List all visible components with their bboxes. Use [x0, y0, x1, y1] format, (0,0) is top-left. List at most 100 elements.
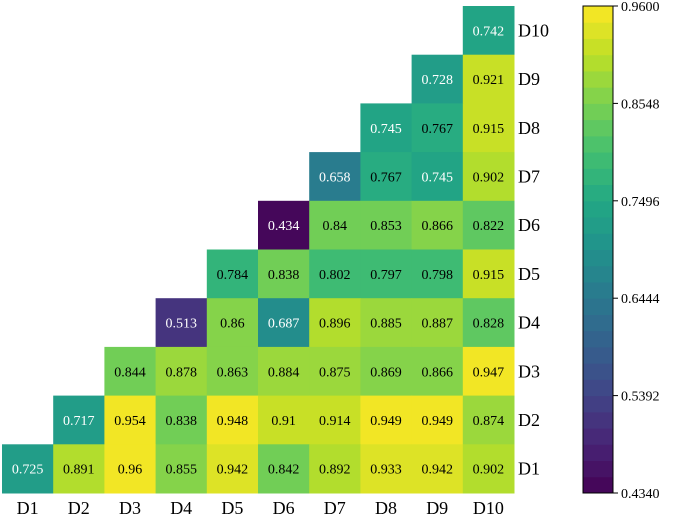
- cell-value-label: 0.658: [319, 170, 351, 185]
- heatmap-cell: [104, 346, 157, 397]
- colorbar-segment: [583, 346, 613, 364]
- heatmap-cell: [411, 54, 464, 104]
- heatmap-cell: [411, 346, 464, 397]
- heatmap-cell: [360, 249, 413, 299]
- heatmap-cell: [309, 249, 361, 299]
- colorbar-segment: [583, 54, 613, 72]
- cell-value-label: 0.954: [114, 414, 146, 429]
- cell-value-label: 0.884: [268, 365, 300, 380]
- heatmap-cell: [462, 6, 515, 56]
- heatmap-cell: [206, 298, 259, 348]
- cell-value-label: 0.902: [473, 463, 505, 478]
- cell-value-label: 0.434: [268, 219, 300, 234]
- cell-value-label: 0.798: [421, 268, 453, 283]
- x-tick-label: D3: [119, 498, 141, 517]
- colorbar-segment: [583, 87, 613, 104]
- cell-value-label: 0.838: [165, 414, 197, 429]
- colorbar-segment: [583, 395, 613, 413]
- heatmap-cell: [258, 249, 310, 299]
- heatmap-cell: [155, 298, 208, 348]
- cell-value-label: 0.885: [370, 317, 402, 332]
- colorbar-segment: [583, 233, 613, 250]
- y-tick-label: D9: [518, 69, 540, 89]
- colorbar-tick-label: 0.6444: [621, 292, 660, 307]
- cell-value-label: 0.863: [217, 365, 249, 380]
- colorbar-segment: [583, 444, 613, 462]
- cell-value-label: 0.947: [473, 365, 505, 380]
- heatmap-cell: [411, 395, 464, 445]
- heatmap-cells: 0.742 0.728 0.921 0.745 0.767 0.915 0.658 0.767…: [2, 6, 515, 494]
- heatmap-cell: [309, 395, 361, 445]
- colorbar-segment: [583, 22, 613, 39]
- colorbar-segment: [583, 379, 613, 397]
- heatmap-cell: [462, 152, 515, 202]
- cell-value-label: 0.869: [370, 365, 402, 380]
- heatmap-cell: [411, 200, 464, 250]
- cell-value-label: 0.949: [421, 414, 453, 429]
- heatmap-cell: [258, 444, 310, 494]
- cell-value-label: 0.855: [165, 463, 197, 478]
- heatmap-cell: [309, 298, 361, 348]
- heatmap-cell: [411, 249, 464, 299]
- heatmap-cell: [360, 200, 413, 250]
- cell-value-label: 0.915: [473, 122, 505, 137]
- cell-value-label: 0.942: [217, 463, 249, 478]
- colorbar-segment: [583, 135, 613, 153]
- colorbar-tick-label: 0.8548: [621, 97, 660, 112]
- x-tick-label: D1: [17, 498, 39, 517]
- cell-value-label: 0.96: [118, 463, 143, 478]
- colorbar-segment: [583, 249, 613, 267]
- y-tick-label: D6: [518, 215, 540, 235]
- heatmap-cell: [258, 200, 310, 250]
- cell-value-label: 0.717: [63, 414, 95, 429]
- cell-value-label: 0.513: [165, 317, 197, 332]
- colorbar-segment: [583, 38, 613, 56]
- heatmap-cell: [104, 395, 157, 445]
- y-tick-label: D4: [518, 313, 540, 333]
- heatmap-cell: [206, 395, 259, 445]
- colorbar-tick-label: 0.7496: [621, 195, 660, 210]
- colorbar-tick-label: 0.9600: [621, 0, 660, 15]
- cell-value-label: 0.902: [473, 170, 505, 185]
- heatmap-cell: [462, 54, 515, 104]
- y-axis-labels: D10 D9 D8 D7 D6 D5 D4 D3 D2 D1: [518, 20, 549, 478]
- x-tick-label: D8: [375, 498, 397, 517]
- cell-value-label: 0.745: [421, 170, 453, 185]
- cell-value-label: 0.948: [217, 414, 249, 429]
- colorbar-segment: [583, 314, 613, 332]
- x-tick-label: D10: [473, 498, 504, 517]
- colorbar-frame: [582, 5, 614, 494]
- heatmap-cell: [309, 346, 361, 397]
- colorbar: 0.9600 0.8548 0.7496 0.6444 0.5392 0.4340: [582, 0, 660, 502]
- colorbar-segment: [583, 460, 613, 478]
- heatmap-cell: [53, 395, 105, 445]
- x-tick-label: D9: [426, 498, 448, 517]
- colorbar-segment: [583, 200, 613, 218]
- heatmap-cell: [360, 298, 413, 348]
- cell-value-label: 0.728: [421, 73, 453, 88]
- heatmap-cell: [462, 395, 515, 445]
- heatmap-cell: [104, 444, 157, 494]
- heatmap-cell: [309, 444, 361, 494]
- cell-value-label: 0.742: [473, 24, 505, 39]
- x-tick-label: D7: [324, 498, 346, 517]
- heatmap-cell: [53, 444, 105, 494]
- cell-value-label: 0.797: [370, 268, 402, 283]
- colorbar-segment: [583, 298, 613, 315]
- cell-value-label: 0.844: [114, 365, 146, 380]
- colorbar-tick-label: 0.5392: [621, 390, 660, 405]
- y-tick-label: D7: [518, 166, 540, 186]
- colorbar-segment: [583, 70, 613, 88]
- cell-value-label: 0.784: [217, 268, 249, 283]
- heatmap-cell: [360, 444, 413, 494]
- cell-value-label: 0.91: [271, 414, 296, 429]
- y-tick-label: D1: [518, 459, 540, 479]
- heatmap-cell: [258, 298, 310, 348]
- cell-value-label: 0.842: [268, 463, 300, 478]
- cell-value-label: 0.891: [63, 463, 95, 478]
- heatmap-cell: [462, 249, 515, 299]
- cell-value-label: 0.933: [370, 463, 402, 478]
- cell-value-label: 0.86: [220, 317, 245, 332]
- colorbar-segment: [583, 119, 613, 137]
